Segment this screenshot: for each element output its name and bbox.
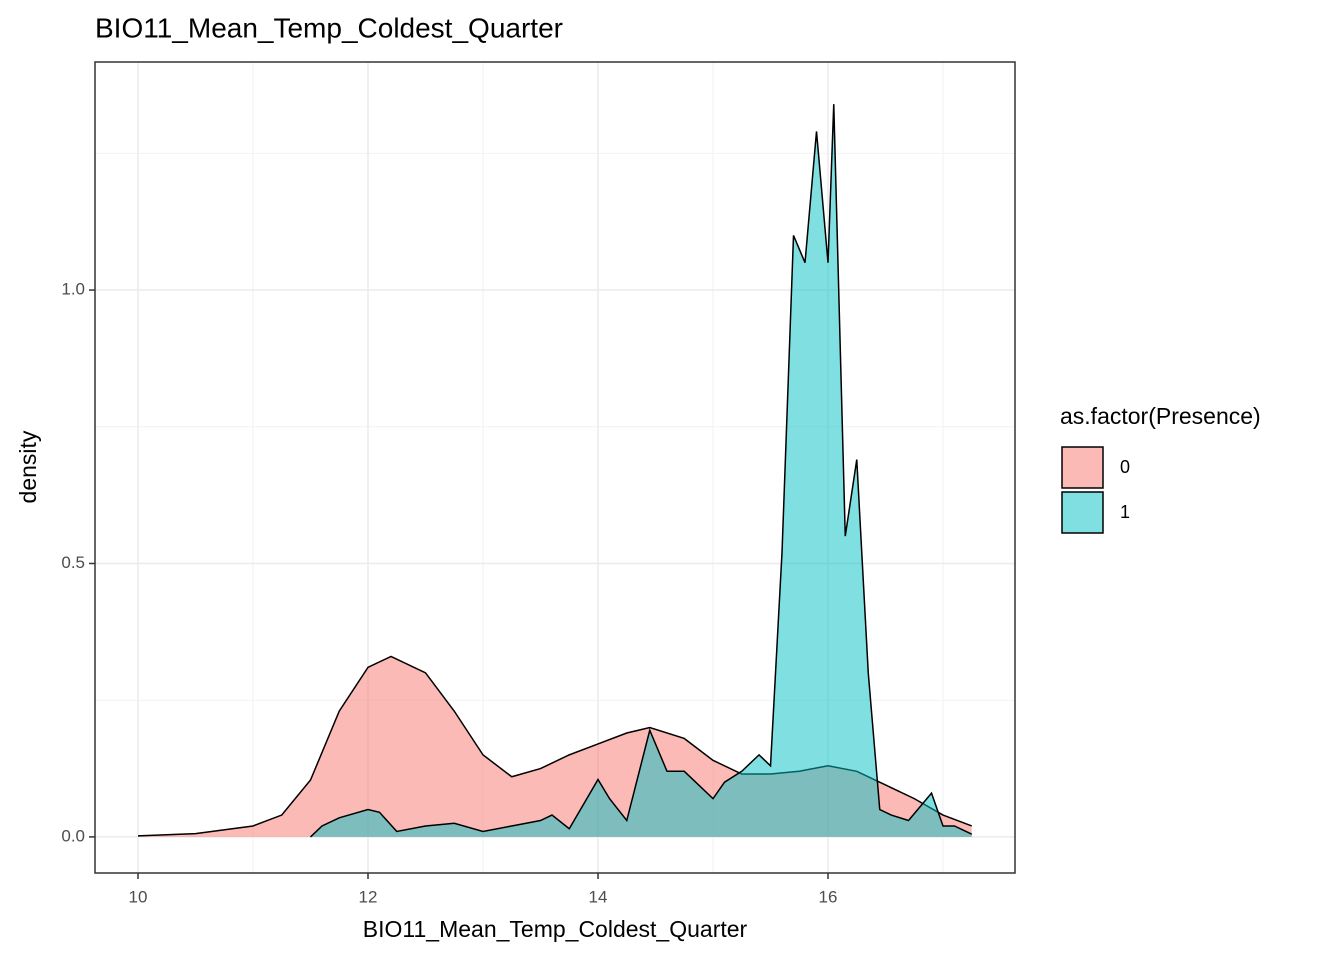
legend-title: as.factor(Presence) [1060, 403, 1261, 429]
legend-key [1061, 491, 1104, 534]
legend-label: 1 [1120, 502, 1130, 522]
legend-key [1061, 446, 1104, 489]
x-tick-label: 12 [359, 887, 378, 906]
density-area [310, 104, 972, 837]
plot-background [95, 62, 1015, 873]
y-tick-label: 0.0 [61, 826, 85, 845]
density-line [309, 104, 973, 838]
x-tick-label: 10 [129, 887, 148, 906]
x-axis-label: BIO11_Mean_Temp_Coldest_Quarter [363, 916, 748, 942]
x-tick-label: 14 [589, 887, 608, 906]
x-tick-label: 16 [819, 887, 838, 906]
y-axis-label: density [15, 430, 41, 503]
y-tick-label: 1.0 [61, 280, 85, 299]
chart-title: BIO11_Mean_Temp_Coldest_Quarter [95, 12, 563, 43]
plot-border [94, 61, 1016, 874]
legend-label: 0 [1120, 457, 1130, 477]
y-tick-label: 0.5 [61, 553, 85, 572]
